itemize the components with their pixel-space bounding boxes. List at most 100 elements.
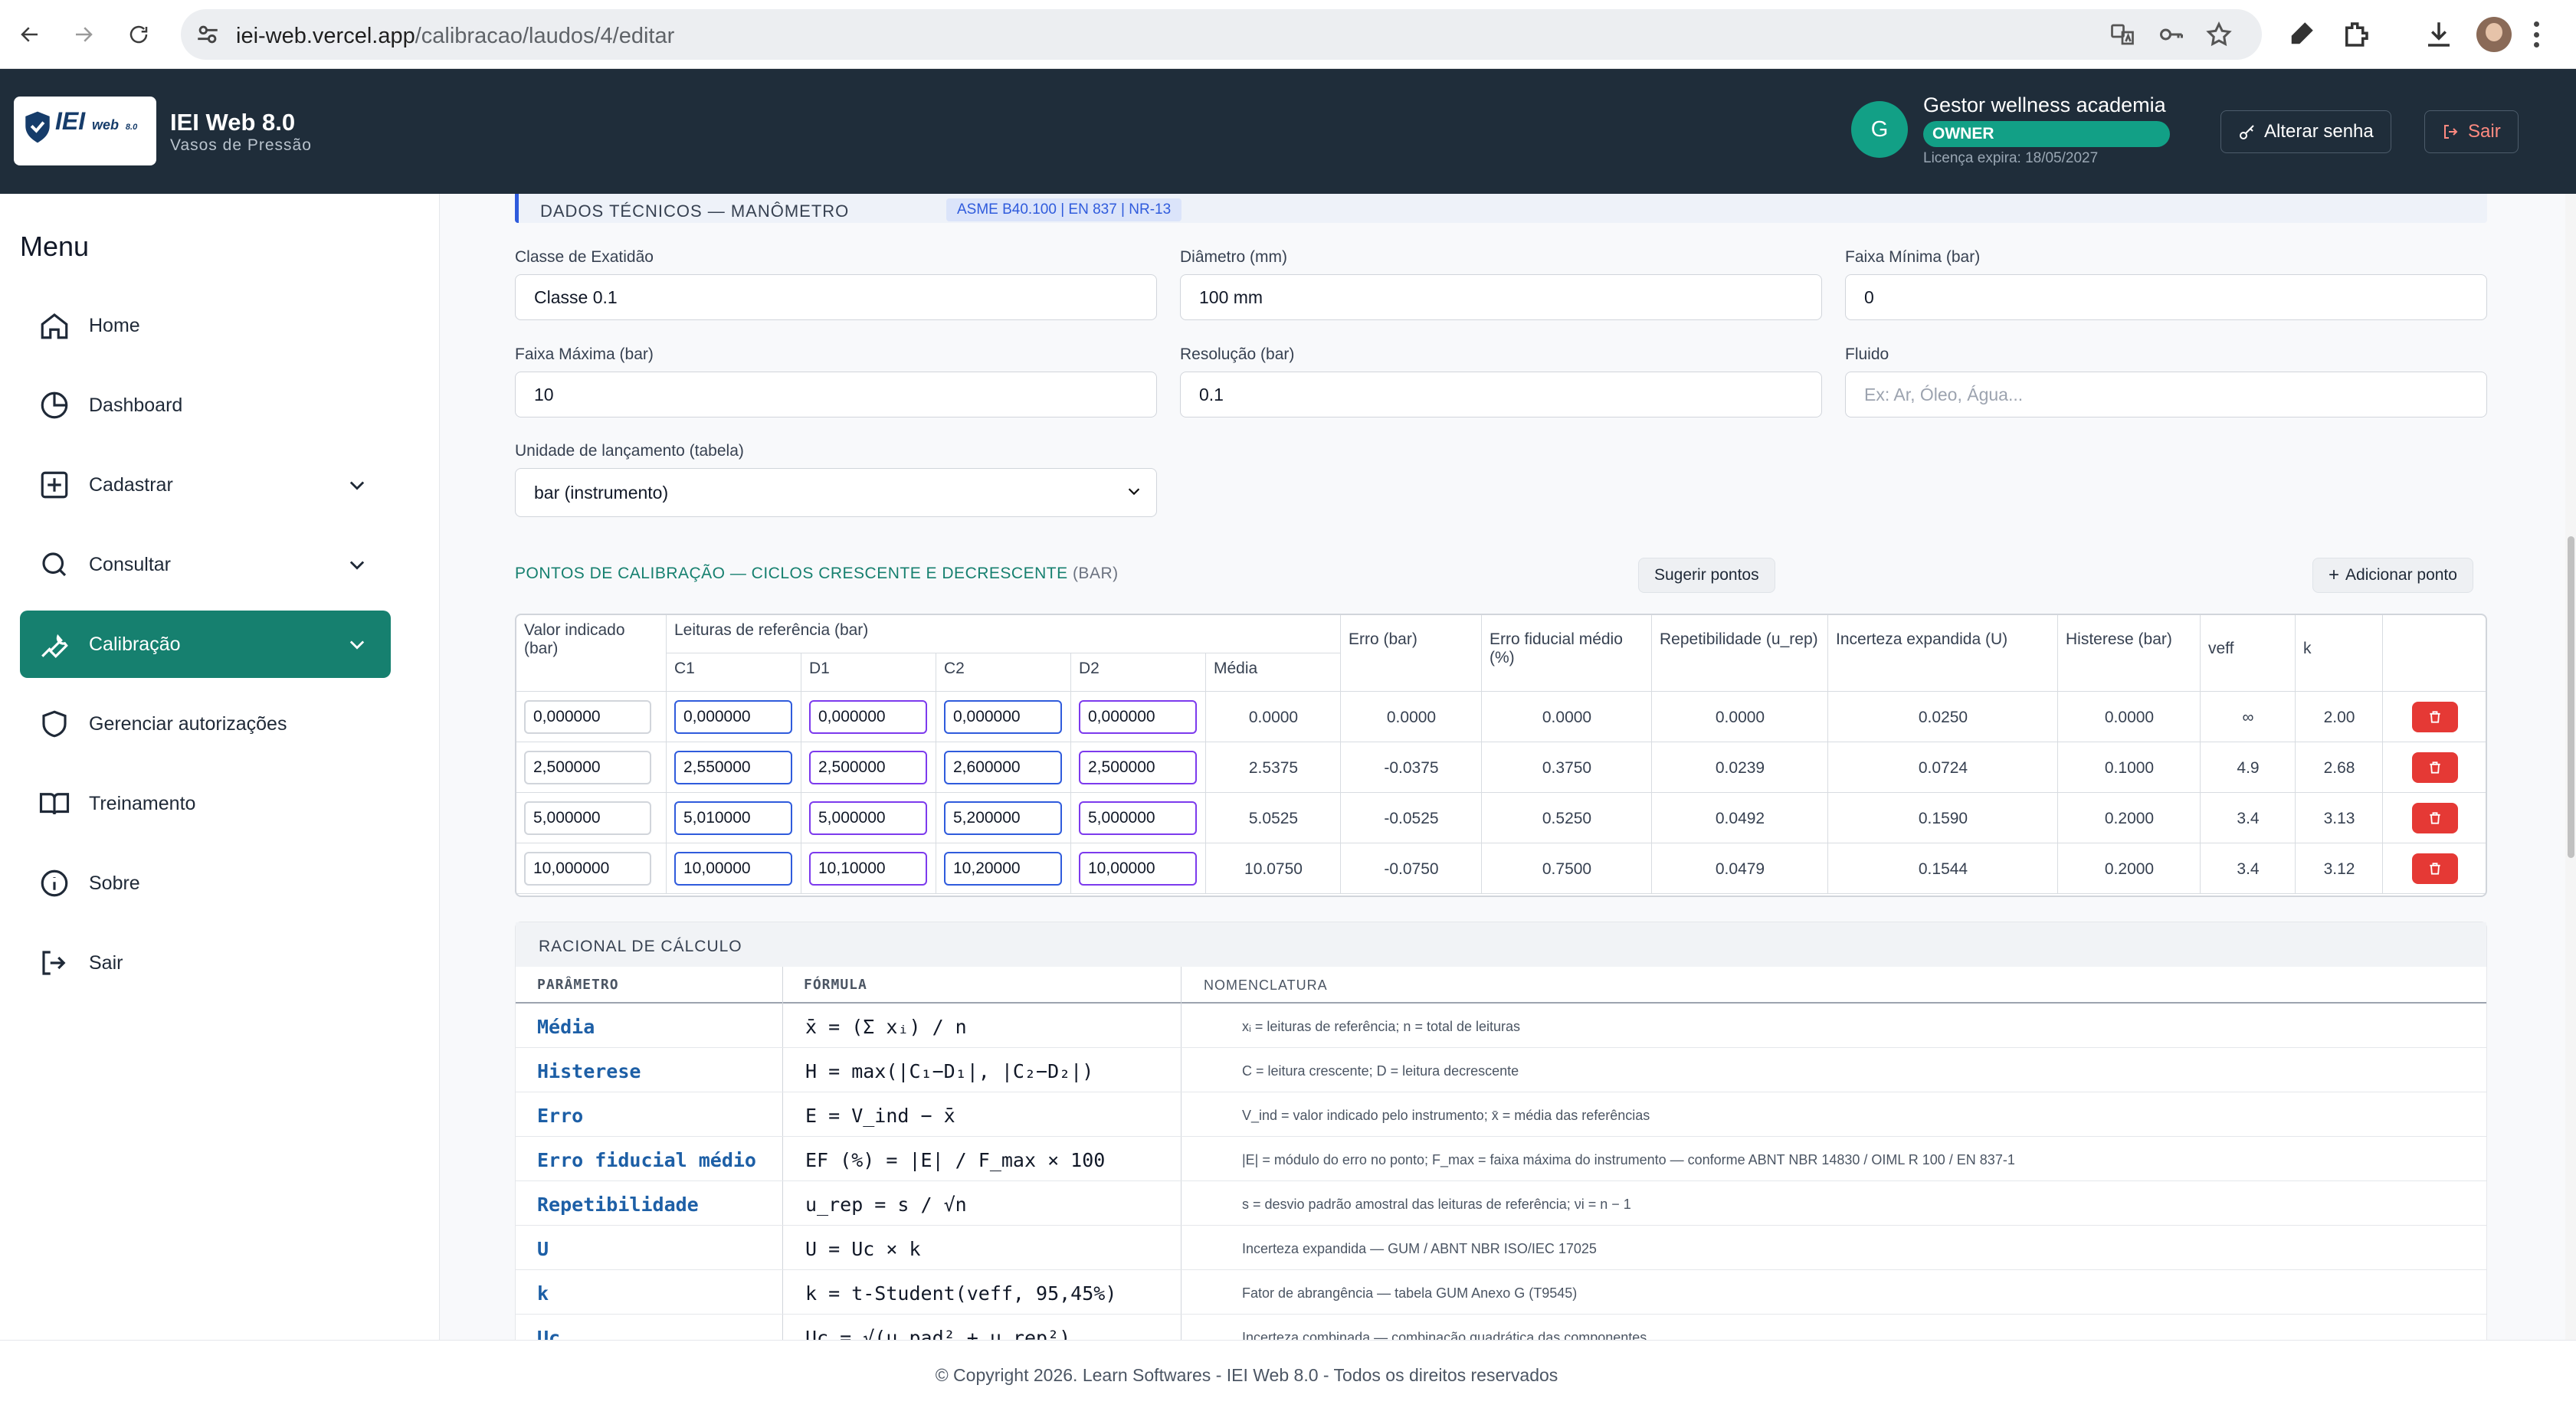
chevron-down-icon[interactable]	[346, 634, 368, 655]
url-text[interactable]: iei-web.vercel.app/calibracao/laudos/4/e…	[236, 24, 675, 48]
input-c2[interactable]: 5,200000	[944, 801, 1062, 835]
col-header-media: Média	[1206, 653, 1341, 692]
sidebar-item-autorizacoes[interactable]: Gerenciar autorizações	[20, 690, 391, 758]
parameter-name: Erro	[537, 1105, 584, 1127]
plus-icon: +	[2329, 565, 2340, 585]
forward-icon[interactable]	[66, 17, 101, 52]
download-icon[interactable]	[2423, 18, 2455, 51]
add-point-button[interactable]: + Adicionar ponto	[2312, 558, 2473, 593]
input-c2[interactable]: 0,000000	[944, 700, 1062, 734]
key-icon[interactable]	[2158, 21, 2185, 48]
suggest-points-button[interactable]: Sugerir pontos	[1638, 558, 1775, 593]
address-bar[interactable]: iei-web.vercel.app/calibracao/laudos/4/e…	[181, 9, 2262, 60]
table-row	[516, 793, 2486, 843]
back-icon[interactable]	[12, 17, 48, 52]
value-erro: -0.0375	[1384, 759, 1439, 777]
classe-input[interactable]: Classe 0.1	[515, 274, 1157, 320]
rationale-row: U U = Uc × k Incerteza expandida — GUM / A…	[516, 1226, 2486, 1270]
section-header: DADOS TÉCNICOS — MANÔMETRO ASME B40.100 …	[515, 194, 2487, 223]
cell-divider	[1205, 742, 1206, 793]
cell-divider	[1340, 793, 1341, 843]
input-c2[interactable]: 10,20000	[944, 852, 1062, 886]
cell-divider	[2295, 793, 2296, 843]
input-d1[interactable]: 2,500000	[809, 751, 927, 784]
value-media: 5.0525	[1248, 810, 1299, 827]
reload-icon[interactable]	[121, 17, 156, 52]
extensions-icon[interactable]	[2340, 18, 2372, 51]
profile-avatar[interactable]	[2476, 17, 2512, 52]
input-c1[interactable]: 5,010000	[674, 801, 792, 835]
column-divider	[782, 967, 783, 1340]
cell-divider	[1070, 692, 1071, 742]
input-d1[interactable]: 0,000000	[809, 700, 927, 734]
cell-divider	[2382, 742, 2383, 793]
value-k: 3.13	[2323, 810, 2355, 827]
input-d2[interactable]: 5,000000	[1079, 801, 1197, 835]
logout-icon	[2444, 125, 2458, 139]
delete-row-button[interactable]	[2412, 752, 2458, 783]
scrollbar-thumb[interactable]	[2568, 536, 2574, 858]
app-logo[interactable]: IEI web 8.0	[14, 97, 156, 165]
user-avatar[interactable]: G	[1851, 101, 1908, 158]
change-password-button[interactable]: Alterar senha	[2220, 110, 2391, 153]
chrome-menu-icon[interactable]	[2533, 21, 2539, 47]
formula-text: EF (%) = |E| / F_max × 100	[805, 1149, 1106, 1171]
input-valor[interactable]: 2,500000	[524, 751, 651, 784]
bookmark-star-icon[interactable]	[2205, 21, 2233, 48]
input-d2[interactable]: 2,500000	[1079, 751, 1197, 784]
sidebar-item-cadastrar[interactable]: Cadastrar	[20, 451, 391, 519]
nomenclature-text: V_ind = valor indicado pelo instrumento;…	[1242, 1108, 1650, 1123]
faixa-min-input[interactable]: 0	[1845, 274, 2487, 320]
input-d1[interactable]: 10,10000	[809, 852, 927, 886]
sidebar-item-dashboard[interactable]: Dashboard	[20, 372, 391, 439]
input-valor[interactable]: 10,000000	[524, 852, 651, 886]
pen-extension-icon[interactable]	[2285, 18, 2317, 51]
sidebar-item-calibracao[interactable]: Calibração	[20, 611, 391, 678]
chevron-down-icon[interactable]	[346, 554, 368, 575]
input-c1[interactable]: 0,000000	[674, 700, 792, 734]
sidebar-item-sair[interactable]: Sair	[20, 929, 391, 997]
logout-button[interactable]: Sair	[2424, 110, 2519, 153]
input-d1[interactable]: 5,000000	[809, 801, 927, 835]
cell-divider	[1651, 742, 1652, 793]
cell-divider	[1205, 843, 1206, 894]
sidebar-item-treinamento[interactable]: Treinamento	[20, 770, 391, 837]
sidebar-item-sobre[interactable]: Sobre	[20, 850, 391, 917]
book-icon	[39, 793, 70, 815]
delete-row-button[interactable]	[2412, 702, 2458, 732]
fluido-input[interactable]: Ex: Ar, Óleo, Água...	[1845, 372, 2487, 417]
unidade-select[interactable]: bar (instrumento)	[515, 468, 1157, 517]
translate-icon[interactable]	[2109, 21, 2136, 48]
classe-label: Classe de Exatidão	[515, 248, 654, 266]
value-erro: -0.0750	[1384, 860, 1439, 878]
standards-badge: ASME B40.100 | EN 837 | NR-13	[946, 198, 1182, 221]
parameter-name: Erro fiducial médio	[537, 1149, 756, 1171]
parameter-name: k	[537, 1282, 549, 1305]
fluido-label: Fluido	[1845, 345, 1889, 363]
license-expiry: Licença expira: 18/05/2027	[1923, 150, 2099, 166]
cell-divider	[666, 793, 667, 843]
delete-row-button[interactable]	[2412, 803, 2458, 833]
value-k: 2.68	[2323, 759, 2355, 777]
nomenclature-text: xᵢ = leituras de referência; n = total d…	[1242, 1019, 1521, 1034]
site-settings-icon[interactable]	[195, 21, 221, 47]
sidebar-item-home[interactable]: Home	[20, 292, 391, 359]
rationale-row: Uc Uc = √(u_pad² + u_rep²) Incerteza combi…	[516, 1315, 2486, 1340]
sidebar-item-consultar[interactable]: Consultar	[20, 531, 391, 598]
value-veff: ∞	[2242, 709, 2254, 726]
chevron-down-icon[interactable]	[346, 474, 368, 496]
faixa-max-input[interactable]: 10	[515, 372, 1157, 417]
input-c2[interactable]: 2,600000	[944, 751, 1062, 784]
input-c1[interactable]: 2,550000	[674, 751, 792, 784]
delete-row-button[interactable]	[2412, 853, 2458, 884]
input-d2[interactable]: 0,000000	[1079, 700, 1197, 734]
input-valor[interactable]: 5,000000	[524, 801, 651, 835]
input-d2[interactable]: 10,00000	[1079, 852, 1197, 886]
diametro-input[interactable]: 100 mm	[1180, 274, 1822, 320]
input-valor[interactable]: 0,000000	[524, 700, 651, 734]
logout-icon	[42, 951, 66, 975]
resolucao-input[interactable]: 0.1	[1180, 372, 1822, 417]
input-c1[interactable]: 10,00000	[674, 852, 792, 886]
cell-divider	[1481, 843, 1482, 894]
cell-divider	[2382, 793, 2383, 843]
